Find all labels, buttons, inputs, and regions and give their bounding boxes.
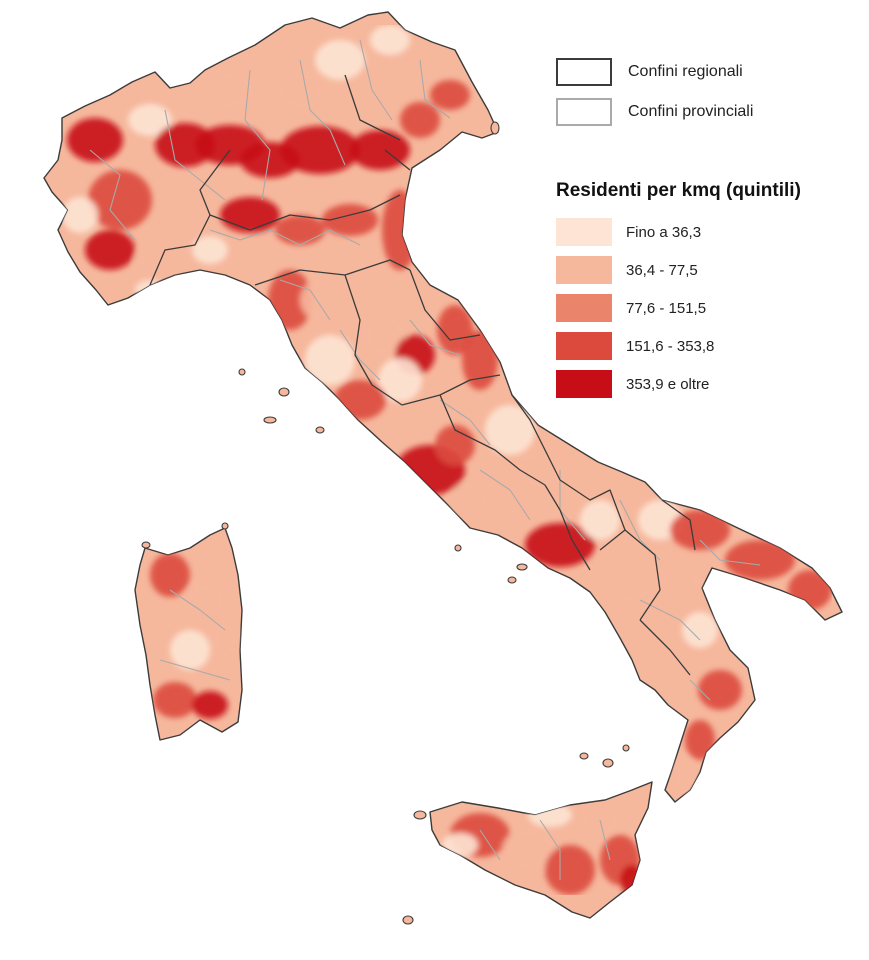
density-patch [682, 612, 718, 648]
density-patch [128, 104, 172, 136]
density-patch [370, 25, 410, 55]
density-patch [211, 620, 239, 660]
density-patch [698, 670, 742, 710]
density-patch [183, 582, 227, 618]
density-patch [85, 230, 135, 270]
density-patch [334, 380, 386, 420]
density-patch [502, 828, 558, 872]
density-patch [725, 540, 795, 580]
density-patch [462, 330, 498, 390]
density-patch [525, 523, 595, 567]
density-patch [605, 555, 655, 605]
density-patch [442, 833, 478, 857]
density-legend: Fino a 36,3 36,4 - 77,5 77,6 - 151,5 151… [556, 216, 714, 406]
class-swatch-4 [556, 332, 612, 360]
density-patch [150, 553, 190, 597]
legend-class-2: 36,4 - 77,5 [556, 254, 714, 286]
density-patch [580, 500, 620, 540]
density-patch [400, 102, 440, 138]
class-label-1: Fino a 36,3 [626, 223, 702, 241]
regional-border-label: Confini regionali [628, 63, 743, 80]
density-patch [545, 845, 595, 895]
density-patch [435, 425, 475, 465]
class-label-4: 151,6 - 353,8 [626, 337, 715, 355]
density-patch [485, 405, 535, 455]
density-patch [192, 691, 228, 719]
class-swatch-2 [556, 256, 612, 284]
density-patch [305, 335, 355, 385]
density-patch [275, 70, 325, 110]
density-patch [67, 118, 123, 162]
class-label-2: 36,4 - 77,5 [626, 261, 698, 279]
density-patch [315, 40, 365, 80]
class-label-3: 77,6 - 151,5 [626, 299, 707, 317]
regional-border-swatch [556, 58, 612, 86]
density-patch [620, 865, 644, 895]
density-patch [430, 80, 470, 110]
provincial-border-label: Confini provinciali [628, 103, 754, 120]
density-patches [62, 25, 832, 895]
density-patch [192, 236, 228, 264]
density-patch [350, 130, 410, 170]
density-patch [268, 270, 312, 330]
legend-class-1: Fino a 36,3 [556, 216, 714, 248]
density-patch [88, 170, 152, 230]
class-swatch-5 [556, 370, 612, 398]
provincial-border-swatch [556, 98, 612, 126]
class-label-5: 353,9 e oltre [626, 375, 710, 393]
density-patch [670, 510, 730, 550]
density-patch [515, 450, 565, 490]
density-patch [205, 70, 255, 110]
density-patch [280, 126, 360, 174]
density-patch [658, 560, 702, 600]
density-patch [363, 313, 407, 357]
border-legend: Confini regionali Confini provinciali [556, 55, 753, 135]
class-swatch-1 [556, 218, 612, 246]
density-patch [153, 682, 197, 718]
legend-class-4: 151,6 - 353,8 [556, 330, 714, 362]
density-patch [220, 197, 280, 233]
density-patch [528, 803, 572, 827]
density-patch [300, 280, 340, 320]
density-patch [135, 280, 165, 300]
density-patch [378, 358, 422, 402]
density-patch [135, 244, 185, 276]
legend-title: Residenti per kmq (quintili) [556, 180, 801, 201]
legend-regional-borders: Confini regionali [556, 55, 753, 89]
density-patch [437, 305, 473, 355]
class-swatch-3 [556, 294, 612, 322]
density-patch [685, 720, 715, 760]
density-patch [275, 215, 325, 245]
legend-class-3: 77,6 - 151,5 [556, 292, 714, 324]
density-patch [673, 757, 697, 793]
density-patch [788, 570, 832, 610]
density-patch [450, 482, 490, 518]
legend-provincial-borders: Confini provinciali [556, 95, 753, 129]
density-patch [62, 197, 98, 233]
density-patch [170, 630, 210, 670]
legend-class-5: 353,9 e oltre [556, 368, 714, 400]
